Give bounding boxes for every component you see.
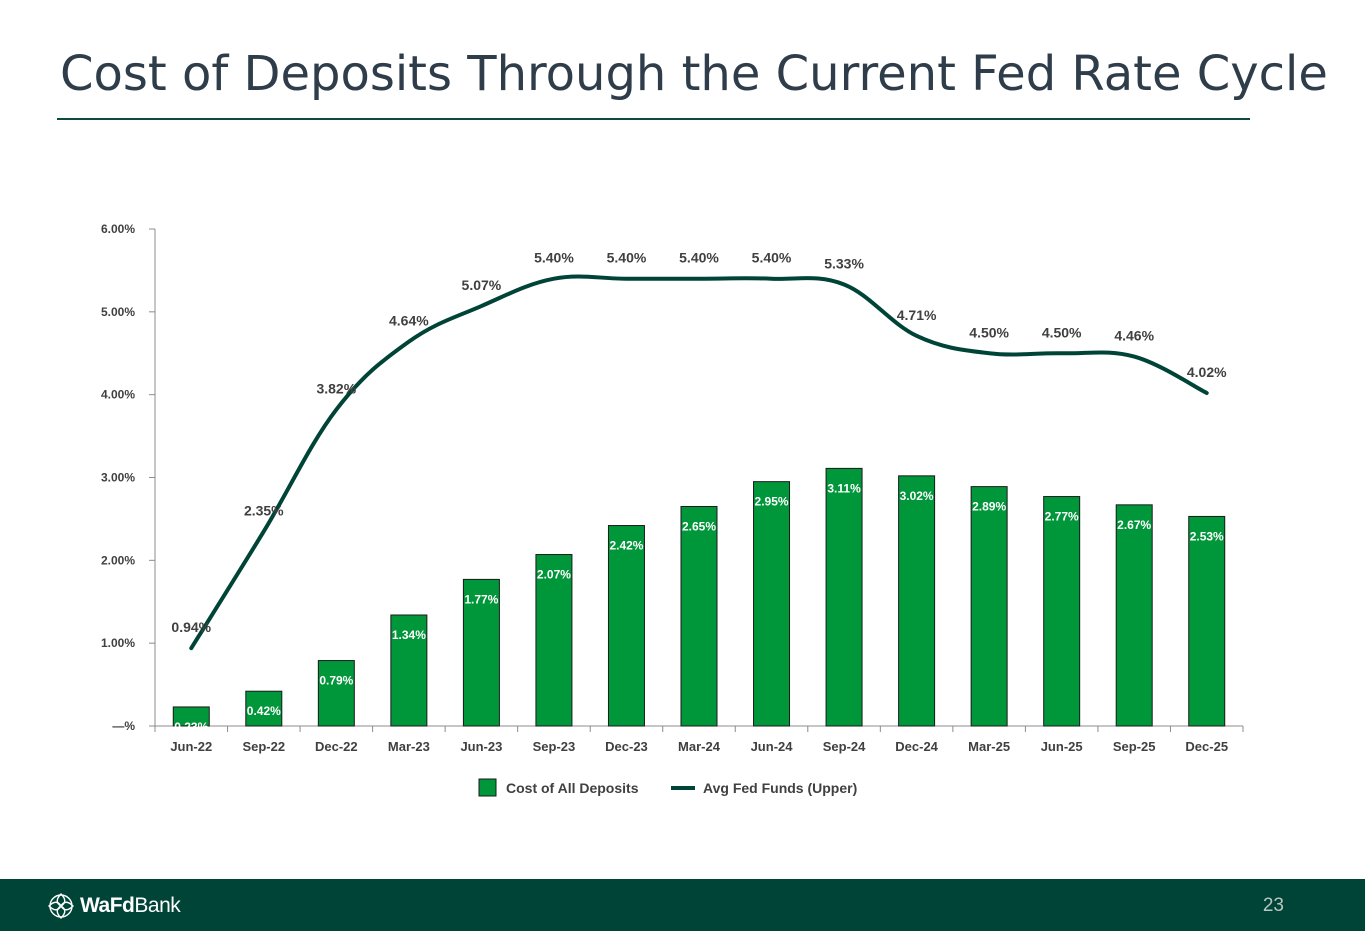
bar-cost-of-deposits [1188,515,1226,727]
bar-data-label: 0.23% [174,720,208,734]
line-data-label: 4.50% [969,324,1009,340]
x-tick-label: Dec-25 [1185,739,1228,754]
bar-cost-of-deposits [1043,496,1081,727]
bar-cost-of-deposits [390,614,428,727]
bar-data-label: 3.02% [900,489,934,503]
bar-cost-of-deposits [462,578,500,727]
logo-wordmark-light: Bank [134,894,181,917]
line-data-label: 0.94% [171,619,211,635]
bar-cost-of-deposits [317,660,355,727]
bar-data-label: 2.07% [537,568,571,582]
x-tick-label: Mar-23 [388,739,430,754]
page-title: Cost of Deposits Through the Current Fed… [60,46,1328,102]
line-data-label: 3.82% [316,381,356,397]
x-tick-label: Jun-23 [460,739,502,754]
bar-cost-of-deposits [898,475,936,727]
x-tick-label: Sep-23 [533,739,576,754]
y-tick-label: 5.00% [101,305,135,319]
legend-label-fed: Avg Fed Funds (Upper) [703,780,857,796]
bar-data-label: 3.11% [827,481,861,495]
x-tick-label: Sep-22 [242,739,285,754]
wafd-leaf-icon [48,893,74,919]
bar-data-label: 2.67% [1117,518,1151,532]
line-data-label: 2.35% [244,502,284,518]
line-data-label: 5.40% [534,250,574,266]
bar-data-label: 2.95% [755,495,789,509]
line-data-label: 4.64% [389,313,429,329]
line-avg-fed-funds [189,274,1209,651]
footer-bar: WaFdBank 23 [0,879,1365,931]
x-tick-label: Dec-23 [605,739,648,754]
y-tick-label: 6.00% [101,222,135,236]
bar-cost-of-deposits [172,706,210,727]
x-tick-label: Jun-25 [1041,739,1083,754]
line-data-label: 5.40% [679,250,719,266]
bar-cost-of-deposits [970,486,1008,727]
y-tick-label: 3.00% [101,471,135,485]
bar-data-label: 1.34% [392,628,426,642]
x-tick-label: Jun-22 [170,739,212,754]
bar-cost-of-deposits [680,505,718,727]
bar-cost-of-deposits [1115,504,1153,727]
y-tick-label: 1.00% [101,636,135,650]
line-data-label: 5.40% [607,250,647,266]
x-tick-label: Sep-24 [823,739,866,754]
bar-data-label: 2.65% [682,519,716,533]
y-tick-label: 2.00% [101,553,135,567]
line-data-label: 4.02% [1187,364,1227,380]
logo-wordmark-bold: WaFd [80,894,135,917]
line-data-label: 5.07% [462,277,502,293]
bar-cost-of-deposits [825,467,863,727]
page-number: 23 [1262,895,1284,916]
bar-cost-of-deposits [535,554,573,727]
bar-data-label: 2.89% [972,500,1006,514]
y-tick-label: 4.00% [101,388,135,402]
legend-swatch-bar [478,778,497,797]
x-tick-label: Mar-24 [678,739,721,754]
wafd-logo[interactable]: WaFdBank [46,890,181,922]
line-data-label: 4.71% [897,307,937,323]
logo-wordmark: WaFdBank [80,894,181,918]
title-divider [57,118,1250,120]
bar-cost-of-deposits [607,525,645,727]
bar-cost-of-deposits [245,690,283,727]
line-data-label: 4.46% [1114,328,1154,344]
bar-cost-of-deposits [753,481,791,727]
x-tick-label: Jun-24 [751,739,794,754]
bar-data-label: 2.53% [1190,529,1224,543]
bar-data-label: 0.79% [319,674,353,688]
line-data-label: 5.33% [824,255,864,271]
x-tick-label: Mar-25 [968,739,1010,754]
legend-label-cost: Cost of All Deposits [506,780,639,796]
x-tick-label: Dec-24 [895,739,938,754]
bar-data-label: 1.77% [464,592,498,606]
x-tick-label: Sep-25 [1113,739,1156,754]
deposits-chart: —% 1.00% 2.00% 3.00% 4.00% 5.00% 6.00% Jun-22 Se… [101,222,1244,797]
bar-data-label: 2.77% [1045,510,1079,524]
y-tick-label: —% [112,719,135,733]
line-data-label: 4.50% [1042,324,1082,340]
bar-data-label: 2.42% [609,539,643,553]
x-tick-label: Dec-22 [315,739,358,754]
bar-data-label: 0.42% [247,704,281,718]
line-data-label: 5.40% [752,250,792,266]
